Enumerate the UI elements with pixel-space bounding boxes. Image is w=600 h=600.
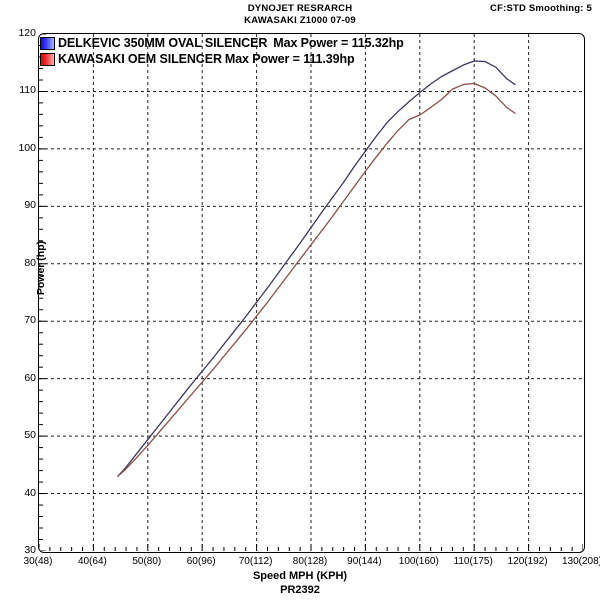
red-gradient-swatch-icon [40, 52, 55, 66]
y-tick-label: 80 [24, 256, 36, 269]
x-tick-label: 120(192) [507, 556, 548, 567]
y-axis-tick-labels: 30 40 50 60 70 80 90 100 110 120 [0, 0, 36, 600]
y-tick-label: 120 [18, 27, 36, 39]
y-tick-label: 40 [24, 486, 36, 499]
x-tick-label: 30(48) [23, 556, 53, 567]
x-tick-label: 60(96) [186, 556, 216, 567]
legend-maxpower-kawasaki: Max Power = 111.39hp [224, 52, 355, 66]
y-tick-label: 30 [24, 544, 36, 556]
chart-legend: DELKEVIC 350MM OVAL SILENCER Max Power =… [40, 35, 560, 67]
y-tick-label: 90 [24, 199, 36, 212]
x-tick-label: 50(80) [132, 556, 162, 567]
x-tick-label: 40(64) [77, 556, 107, 567]
y-tick-label: 50 [24, 429, 36, 442]
x-tick-label: 80(128) [292, 556, 328, 567]
legend-item-delkevic: DELKEVIC 350MM OVAL SILENCER Max Power =… [40, 35, 560, 51]
x-tick-label: 90(144) [347, 556, 382, 567]
blue-gradient-swatch-icon [40, 36, 55, 50]
x-tick-label: 70(112) [238, 556, 273, 567]
y-tick-label: 60 [24, 371, 36, 384]
x-tick-label: 110(175) [453, 556, 493, 567]
plot-canvas [39, 34, 583, 551]
chart-header: DYNOJET RESRARCH KAWASAKI Z1000 07-09 CF… [0, 0, 600, 30]
plot-area [38, 33, 585, 553]
y-tick-label: 100 [18, 141, 36, 154]
legend-label-kawasaki: KAWASAKI OEM SILENCER [58, 52, 222, 66]
correction-factor-label: CF:STD Smoothing: 5 [490, 3, 592, 14]
x-tick-label: 100(160) [398, 556, 439, 567]
x-axis-title: Speed MPH (KPH) [252, 570, 348, 582]
header-title-line2: KAWASAKI Z1000 07-09 [244, 15, 356, 26]
x-tick-label: 130(208) [561, 556, 600, 567]
series-line-delkevic [117, 60, 516, 477]
run-id-label: PR2392 [280, 584, 320, 596]
y-tick-label: 110 [19, 84, 36, 97]
legend-item-kawasaki: KAWASAKI OEM SILENCER Max Power = 111.39… [40, 51, 560, 67]
y-tick-label: 70 [24, 314, 36, 327]
header-title-line1: DYNOJET RESRARCH [247, 3, 353, 14]
y-axis-title: Power (hp) [35, 240, 47, 296]
legend-label-delkevic: DELKEVIC 350MM OVAL SILENCER [58, 36, 268, 50]
series-line-kawasaki [117, 82, 516, 477]
legend-maxpower-delkevic: Max Power = 115.32hp [273, 36, 404, 50]
